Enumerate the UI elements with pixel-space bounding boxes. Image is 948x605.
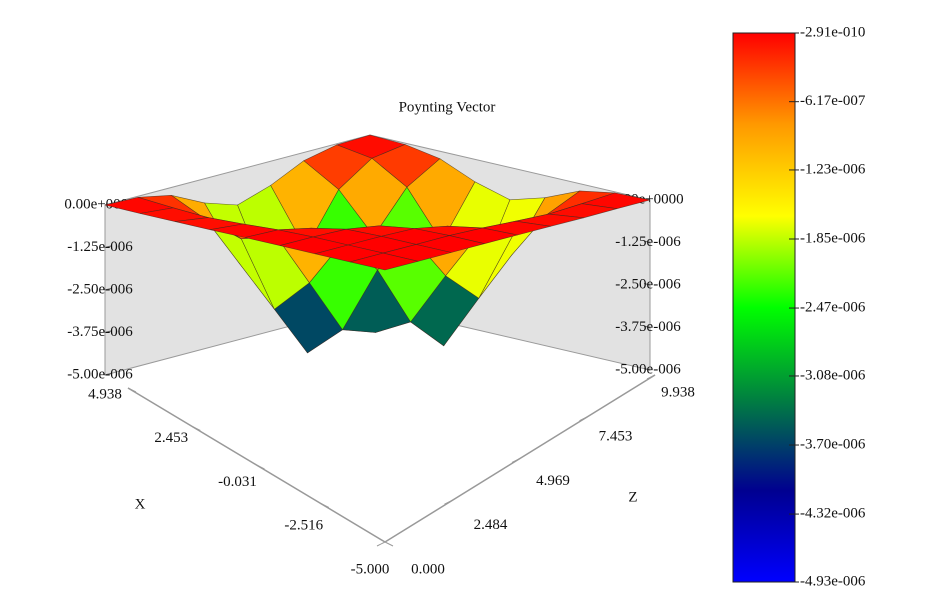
colorbar-tick-label: -3.70e-006 [800, 436, 866, 452]
v-tick-label: -2.50e-006 [615, 276, 681, 292]
x-tick [384, 541, 394, 547]
v-tick [643, 325, 651, 328]
colorbar [732, 32, 796, 583]
z-tick-label: 0.000 [411, 561, 445, 577]
v-tick-label: -1.25e-006 [615, 234, 681, 250]
x-tick-label: -2.516 [284, 518, 323, 534]
colorbar-tick-label: -2.47e-006 [800, 299, 866, 315]
surface [104, 134, 651, 354]
x-tick [127, 387, 137, 393]
z-tick-label: 9.938 [661, 384, 695, 400]
colorbar-tick-label: -1.23e-006 [800, 161, 866, 177]
z-tick-label: 4.969 [536, 473, 570, 489]
x-tick-label: -5.000 [351, 561, 390, 577]
v-tick [104, 330, 112, 333]
x-tick [320, 503, 329, 508]
colorbar-tick-label: -1.85e-006 [800, 230, 866, 246]
colorbar-tick-label: -4.93e-006 [800, 573, 866, 589]
z-tick-label: 2.484 [474, 517, 508, 533]
z-tick [376, 541, 386, 547]
x-tick-label: -0.031 [218, 474, 257, 490]
v-tick-label: -5.00e-006 [67, 366, 133, 382]
v-tick [104, 373, 112, 376]
z-tick [579, 416, 588, 422]
v-tick-label: -3.75e-006 [615, 319, 681, 335]
v-tick-label: -2.50e-006 [67, 281, 133, 297]
colorbar-tick-label: -3.08e-006 [800, 367, 866, 383]
v-tick [104, 288, 112, 291]
v-tick-label: 0.00e+0000 [64, 196, 135, 212]
x-tick [256, 464, 265, 470]
colorbar-tick-label: -2.91e-010 [800, 24, 865, 40]
v-tick [643, 368, 651, 371]
z-tick [444, 499, 453, 505]
x-tick [192, 426, 201, 431]
colorbar-tick-label: -4.32e-006 [800, 506, 866, 522]
v-tick-label: -5.00e-006 [615, 361, 681, 377]
v-tick-label: -1.25e-006 [67, 239, 133, 255]
z-tick [646, 374, 656, 380]
v-tick-label: -3.75e-006 [67, 324, 133, 340]
z-axis-title: Z [628, 489, 637, 505]
z-tick [511, 458, 521, 463]
x-tick-label: 4.938 [88, 386, 122, 402]
z-tick-label: 7.453 [599, 429, 633, 445]
v-tick [643, 240, 651, 243]
chart-title: Poynting Vector [399, 99, 496, 115]
v-tick [104, 245, 112, 248]
v-tick [643, 283, 651, 286]
x-axis-title: X [135, 496, 146, 512]
x-tick-label: 2.453 [154, 430, 188, 446]
surface-cell [349, 252, 419, 271]
colorbar-tick-label: -6.17e-007 [800, 93, 866, 109]
